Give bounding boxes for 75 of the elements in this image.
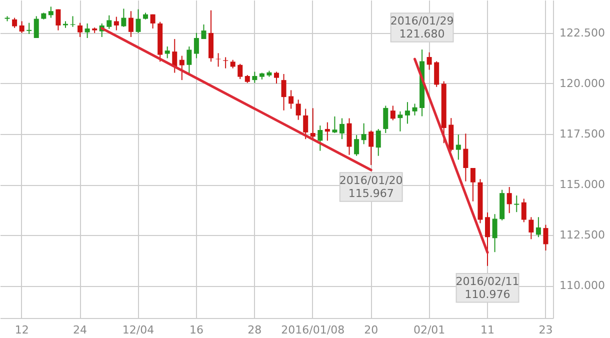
candlestick <box>376 128 381 156</box>
candlestick <box>412 103 418 116</box>
candlestick <box>48 6 54 18</box>
x-tick-label: 2016/01/08 <box>281 324 345 336</box>
x-tick-label: 12 <box>14 324 29 336</box>
candlestick <box>536 216 541 238</box>
candlestick <box>274 71 279 84</box>
candlestick <box>201 24 206 40</box>
x-tick-label: 28 <box>248 324 262 336</box>
x-tick-label: 20 <box>364 324 378 336</box>
candlestick <box>456 134 461 160</box>
candlestick <box>521 198 526 223</box>
candlestick <box>332 116 338 134</box>
candlestick <box>390 105 396 121</box>
candlestick <box>238 63 243 80</box>
candlestick <box>485 212 490 266</box>
candlestick <box>114 16 119 31</box>
candlestick <box>186 46 192 74</box>
y-tick-label: 110.000 <box>560 279 605 292</box>
candlestick <box>404 102 410 124</box>
candlestick <box>492 214 498 253</box>
x-tick-label: 16 <box>189 324 204 336</box>
candlestick <box>354 134 360 156</box>
candlestick <box>12 17 18 28</box>
candlestick <box>368 130 374 166</box>
candlestick <box>172 38 178 74</box>
x-tick-label: 24 <box>73 324 88 336</box>
y-tick-label: 115.000 <box>560 178 605 192</box>
candlestick <box>470 167 476 202</box>
candlestick <box>346 118 352 156</box>
candlestick <box>434 60 440 88</box>
candlestick <box>223 56 228 69</box>
candlestick <box>506 186 512 214</box>
candlestick <box>128 10 134 38</box>
candlestick <box>194 32 199 59</box>
candlestick <box>339 118 344 140</box>
candlestick <box>303 108 308 140</box>
candlestick <box>324 122 330 142</box>
candlestick <box>383 105 388 134</box>
candlestick <box>136 8 141 34</box>
candlestick <box>318 125 323 152</box>
y-tick-label: 112.500 <box>560 228 605 242</box>
x-tick-label: 02/01 <box>413 324 446 336</box>
y-tick-label: 120.000 <box>560 76 605 90</box>
candlestick <box>26 22 32 34</box>
candlestick <box>34 16 39 39</box>
candlestick <box>361 122 366 145</box>
y-tick-label: 122.500 <box>560 26 605 40</box>
candlestick <box>84 22 90 39</box>
candlestick <box>310 108 316 141</box>
x-tick-label: 12/04 <box>122 324 154 336</box>
candlestick <box>164 46 170 59</box>
annotation: 2016/02/11 110.976 <box>456 274 520 301</box>
candlestick <box>296 99 301 120</box>
candlestick <box>528 216 534 240</box>
candlestick <box>463 133 468 182</box>
candlestick <box>19 20 24 34</box>
annotation: 2016/01/20 115.967 <box>339 174 403 200</box>
candlestick <box>426 52 432 70</box>
annotation: 2016/01/29 121.680 <box>390 14 454 41</box>
candlestick <box>106 14 112 30</box>
candlestick <box>288 90 294 110</box>
candlestick <box>56 8 61 31</box>
y-tick-label: 117.500 <box>560 128 605 141</box>
candlestick <box>150 14 156 30</box>
candlestick <box>398 110 403 132</box>
candlestick <box>179 55 184 81</box>
x-tick-label: 23 <box>538 324 553 336</box>
x-tick-label: 11 <box>480 324 495 336</box>
candlestick <box>543 224 548 251</box>
candlestick <box>121 8 126 28</box>
candlestick <box>514 194 520 213</box>
candlestick <box>281 73 286 111</box>
candlestick <box>78 22 83 38</box>
candlestick <box>252 71 258 84</box>
